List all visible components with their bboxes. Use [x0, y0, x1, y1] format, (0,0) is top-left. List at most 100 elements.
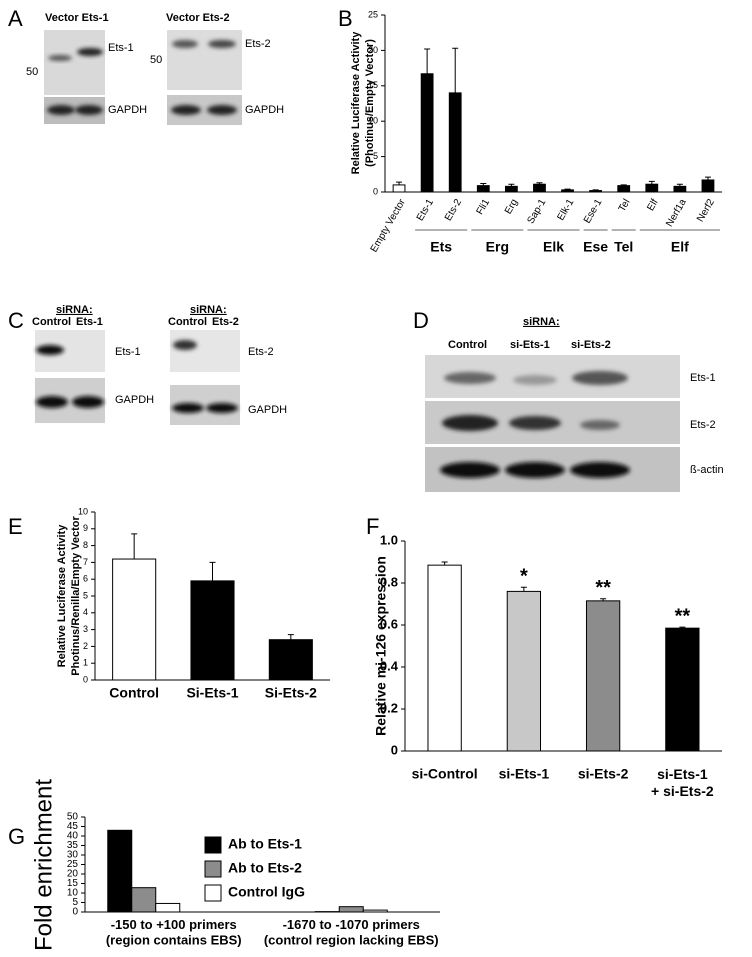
- bar: [561, 189, 574, 193]
- x-tick-label: Si-Ets-1: [186, 685, 238, 701]
- bar: [190, 580, 235, 681]
- x-tick-label: Empty Vector: [369, 197, 409, 255]
- blot-row-label: GAPDH: [108, 104, 147, 116]
- bar: [533, 183, 546, 193]
- group-label: Ese: [583, 239, 608, 255]
- group-label: Elk: [543, 239, 564, 255]
- y-tick-label: 25: [368, 9, 378, 19]
- legend-swatch: [204, 884, 222, 902]
- blot-row-label: GAPDH: [248, 404, 287, 416]
- blot-heading: siRNA:: [190, 304, 227, 316]
- y-tick-label: 5: [83, 590, 88, 600]
- y-tick-label: 45: [67, 821, 79, 832]
- x-tick-label: Si-Ets-2: [265, 685, 317, 701]
- y-tick-label: 4: [83, 607, 88, 617]
- x-tick-label: Fli1: [475, 197, 493, 217]
- blot-row-label: Ets-2: [245, 38, 271, 50]
- blot-header: Vector Ets-2: [166, 12, 230, 24]
- bar: [476, 185, 490, 193]
- x-tick-label: -150 to +100 primers (region contains EBS…: [106, 917, 242, 948]
- error-bar: [452, 47, 459, 93]
- blot-marker: 50: [150, 54, 162, 66]
- bar: [338, 906, 364, 913]
- x-tick-label: Sap-1: [525, 197, 548, 226]
- bar: [420, 73, 434, 193]
- panel-label: G: [8, 824, 25, 849]
- lane-label: Control: [168, 316, 207, 328]
- y-tick-label: 8: [83, 540, 88, 550]
- error-bar: [396, 181, 403, 185]
- y-tick-label: 15: [67, 878, 79, 889]
- x-tick-label: Ese-1: [582, 197, 605, 226]
- y-tick-label: 30: [67, 850, 79, 861]
- blot-row-label: ß-actin: [690, 464, 724, 476]
- blot-d: siRNA: Control si-Ets-1 si-Ets-2 Ets-1 E…: [425, 316, 724, 492]
- group-label: Tel: [614, 239, 633, 255]
- y-tick-label: 2: [83, 641, 88, 651]
- y-tick-label: 5: [373, 151, 378, 161]
- x-tick-label: Elk-1: [556, 197, 577, 223]
- x-tick-label: Ets-1: [415, 197, 436, 223]
- blot-heading: siRNA:: [56, 304, 93, 316]
- error-bar: [520, 586, 527, 592]
- error-bar: [620, 184, 627, 186]
- blot-row-label: GAPDH: [245, 104, 284, 116]
- legend-swatch: [204, 836, 222, 854]
- bar: [673, 185, 687, 193]
- y-tick-label: 0: [72, 907, 78, 918]
- error-bar: [600, 598, 607, 601]
- panel-label: C: [8, 308, 24, 333]
- error-bar: [209, 561, 216, 581]
- blot-row-label: Ets-1: [690, 372, 716, 384]
- x-tick-label: si-Control: [412, 766, 478, 782]
- error-bar: [480, 183, 487, 186]
- y-tick-label: 6: [83, 574, 88, 584]
- x-tick-label: si-Ets-1 + si-Ets-2: [651, 766, 714, 799]
- legend-label: Control IgG: [228, 884, 305, 900]
- significance-mark: **: [595, 577, 611, 599]
- x-tick-label: Nerf1a: [664, 197, 689, 229]
- y-tick-label: 9: [83, 523, 88, 533]
- bar: [107, 829, 133, 913]
- chart: 0 1 2 3 4 5 6 7 8 9 10 Relative Luciferase Activity…: [56, 506, 330, 701]
- blot-a2: Vector Ets-2 Ets-2 50 GAPDH: [150, 12, 284, 125]
- bar: [155, 902, 181, 913]
- error-bar: [424, 48, 431, 74]
- error-bar: [287, 634, 294, 640]
- y-tick-label: 40: [67, 831, 79, 842]
- y-tick-label: 15: [368, 80, 378, 90]
- blot-row-label: Ets-2: [690, 419, 716, 431]
- legend-label: Ab to Ets-2: [228, 860, 302, 876]
- y-axis-label: Relative mi-126 expression: [373, 556, 389, 736]
- error-bar: [704, 176, 711, 180]
- blot-c1: siRNA: Control Ets-1 Ets-1 GAPDH: [32, 304, 154, 423]
- y-tick-label: 0.2: [380, 700, 398, 715]
- blot-row-label: Ets-1: [115, 346, 141, 358]
- y-tick-label: 7: [83, 557, 88, 567]
- blot-row-label: Ets-2: [248, 346, 274, 358]
- error-bar: [592, 189, 599, 191]
- bar: [427, 564, 462, 752]
- error-bar: [508, 183, 515, 187]
- y-tick-label: 3: [83, 624, 88, 634]
- bar: [665, 627, 700, 752]
- y-tick-label: 50: [67, 812, 79, 823]
- bar: [268, 639, 313, 681]
- error-bar: [564, 188, 571, 190]
- x-tick-label: si-Ets-2: [578, 766, 629, 782]
- group-label: Ets: [430, 239, 452, 255]
- y-tick-label: 0: [373, 186, 378, 196]
- x-tick-label: -1670 to -1070 primers (control region la…: [264, 917, 439, 948]
- y-axis-label: Relative Luciferase Activity: [56, 524, 68, 668]
- error-bar: [679, 626, 686, 629]
- panel-label: A: [8, 6, 23, 31]
- bar: [589, 190, 603, 193]
- x-tick-label: Tel: [617, 197, 633, 214]
- error-bar: [441, 561, 448, 566]
- significance-mark: *: [520, 565, 528, 587]
- panel-label: D: [413, 308, 429, 333]
- lane-label: Control: [32, 316, 71, 328]
- y-axis-label: Relative Luciferase Activity: [350, 31, 362, 175]
- blot-row-label: Ets-1: [108, 42, 134, 54]
